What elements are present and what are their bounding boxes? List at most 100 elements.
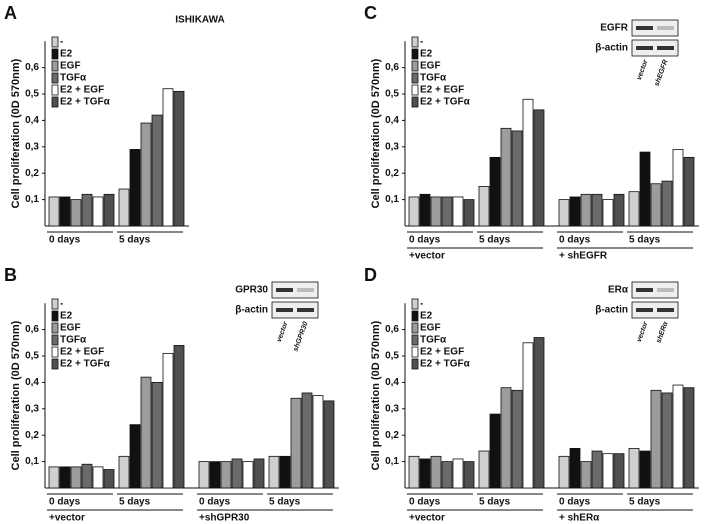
bar (522, 342, 534, 489)
bar (628, 191, 640, 227)
x-tick-label: 5 days (479, 497, 511, 508)
blot-band (636, 26, 653, 30)
blot-band (636, 288, 653, 292)
bar (48, 466, 60, 489)
legend-swatch (411, 346, 419, 358)
x-tick-label: 0 days (409, 497, 441, 508)
bar (613, 453, 625, 489)
bar (580, 193, 592, 227)
chart-title: ISHIKAWA (175, 15, 224, 26)
group-label: + shERα (559, 513, 600, 524)
inset-lane: shGPR30 (292, 321, 309, 353)
legend-swatch (411, 48, 419, 60)
bar (478, 450, 490, 489)
y-axis-label: Cell proliferation (0D 570nm) (10, 58, 22, 208)
bar (268, 455, 280, 489)
bar (92, 466, 104, 489)
blot-frame (271, 281, 319, 299)
legend-label: TGFα (60, 73, 87, 84)
legend-swatch (411, 358, 419, 370)
panel-letter: B (4, 265, 17, 285)
blot-band (657, 288, 674, 292)
legend-label: - (60, 299, 63, 310)
bar (129, 424, 141, 489)
bar (683, 387, 695, 489)
bar (173, 90, 185, 227)
x-tick-label: 5 days (119, 235, 151, 246)
legend-label: EGF (420, 61, 441, 72)
y-tick-label: 0,3 (385, 141, 399, 152)
bar (533, 109, 545, 227)
blot-band (657, 26, 674, 30)
y-tick-label: 0,3 (385, 403, 399, 414)
legend-swatch (411, 72, 419, 84)
blot-frame (631, 39, 679, 57)
bar (452, 196, 464, 227)
legend-label: - (60, 37, 63, 48)
y-tick-label: 0,3 (25, 403, 39, 414)
inset-lane: vector (276, 320, 290, 343)
bar (511, 130, 523, 227)
y-tick-label: 0,2 (385, 430, 399, 441)
inset-protein: EGFR (600, 23, 629, 34)
y-tick-label: 0,2 (25, 430, 39, 441)
bar (162, 88, 174, 227)
legend-label: E2 (60, 49, 73, 60)
legend-label: E2 + EGF (420, 347, 464, 358)
legend-label: E2 + EGF (60, 85, 104, 96)
y-axis-label: Cell proliferation (0D 570nm) (10, 320, 22, 470)
legend-swatch (51, 72, 59, 84)
bar (162, 352, 174, 489)
bar (591, 450, 603, 489)
bar (118, 188, 130, 227)
legend-swatch (51, 346, 59, 358)
bar (602, 199, 614, 227)
blot-band (276, 288, 293, 292)
bar (650, 183, 662, 227)
bar (59, 196, 71, 227)
bar (489, 156, 501, 227)
bar (173, 345, 185, 489)
bar (569, 196, 581, 227)
bar (661, 392, 673, 489)
bar (672, 384, 684, 489)
blot-frame (631, 281, 679, 299)
group-label: + shEGFR (559, 251, 608, 262)
bar (419, 193, 431, 227)
inset-protein: GPR30 (235, 285, 268, 296)
blot-band (636, 308, 653, 312)
bar (103, 469, 115, 489)
x-tick-label: 5 days (479, 235, 511, 246)
legend-swatch (51, 310, 59, 322)
y-tick-label: 0,5 (25, 89, 39, 100)
legend-swatch (51, 298, 59, 310)
legend-swatch (411, 322, 419, 334)
bar (408, 196, 420, 227)
panel-letter: D (364, 265, 377, 285)
y-tick-label: 0,5 (385, 351, 399, 362)
legend-swatch (51, 36, 59, 48)
blot-band (297, 288, 314, 292)
group-label: +vector (409, 513, 445, 524)
legend-label: EGF (60, 61, 81, 72)
bar (558, 199, 570, 227)
group-label: +shGPR30 (199, 513, 250, 524)
bar (103, 193, 115, 227)
legend-swatch (51, 84, 59, 96)
y-tick-label: 0,6 (385, 324, 399, 335)
bar (441, 461, 453, 489)
bar (70, 466, 82, 489)
bar (639, 151, 651, 227)
bar (591, 193, 603, 227)
bar (430, 455, 442, 489)
bar (151, 382, 163, 489)
legend-label: EGF (420, 323, 441, 334)
legend-label: - (420, 37, 423, 48)
x-tick-label: 0 days (559, 497, 591, 508)
y-tick-label: 0,4 (25, 377, 39, 388)
bar (242, 461, 254, 489)
y-tick-label: 0,1 (385, 456, 399, 467)
bar (500, 387, 512, 489)
legend-label: E2 (420, 49, 433, 60)
